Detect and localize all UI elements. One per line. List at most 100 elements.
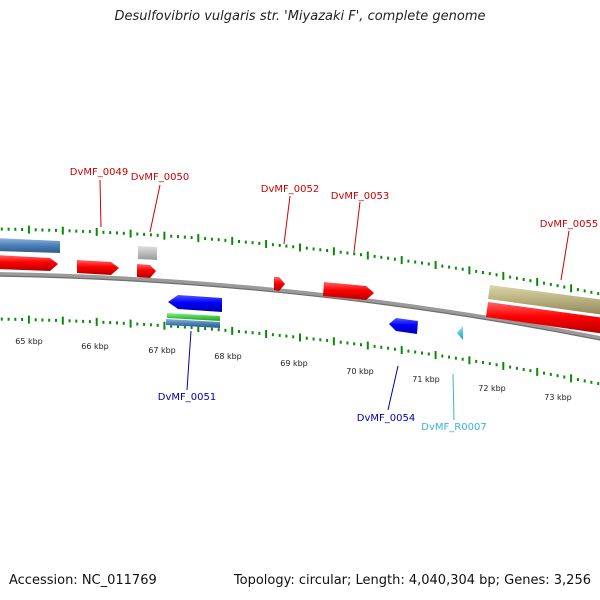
ruler-minor-tick	[360, 343, 362, 347]
ruler-minor-tick	[102, 320, 105, 324]
ruler-minor-tick	[380, 255, 383, 259]
ruler-minor-tick	[454, 356, 457, 360]
ruler-minor-tick	[136, 232, 139, 236]
ruler-minor-tick	[563, 375, 566, 379]
cds-dvmf-0054[interactable]	[389, 318, 418, 334]
label-dvmf-0054[interactable]: DvMF_0054	[357, 413, 415, 424]
ruler-major-tick	[95, 317, 98, 326]
label-dvmf-0053[interactable]: DvMF_0053	[331, 191, 389, 202]
ruler-minor-tick	[82, 319, 85, 323]
ruler-minor-tick	[543, 281, 545, 285]
ruler-minor-tick	[109, 231, 112, 235]
ruler-minor-tick	[482, 271, 484, 274]
ruler-minor-tick	[0, 317, 3, 321]
ruler-major-tick	[27, 315, 30, 324]
ruler-major-tick	[197, 234, 200, 243]
ruler-minor-tick	[522, 368, 525, 371]
leader-dvmf-0053	[353, 201, 361, 253]
ruler-major-tick	[332, 247, 335, 256]
ruler-major-tick	[332, 337, 335, 346]
ruler-minor-tick	[454, 266, 457, 270]
ruler-major-tick	[400, 346, 403, 355]
cds-dvmf-0050[interactable]	[137, 264, 156, 278]
ruler-minor-tick	[217, 238, 220, 242]
ruler-minor-tick	[576, 378, 579, 382]
ruler-minor-tick	[244, 330, 247, 334]
ruler-major-tick	[61, 316, 64, 325]
ruler-minor-tick	[149, 233, 152, 237]
ruler-minor-tick	[549, 282, 552, 286]
genome-title: Desulfovibrio vulgaris str. 'Miyazaki F'…	[114, 9, 486, 24]
ruler-minor-tick	[34, 318, 37, 322]
ruler-minor-tick	[258, 241, 261, 245]
ruler-minor-tick	[238, 240, 240, 243]
ruler-minor-tick	[346, 341, 349, 345]
ruler-minor-tick	[312, 247, 315, 251]
ruler-minor-tick	[353, 342, 356, 346]
ruler-major-tick	[434, 351, 437, 359]
ruler-minor-tick	[190, 326, 193, 330]
leader-dvmf-0050	[149, 184, 161, 233]
label-dvmf-0055[interactable]: DvMF_0055	[540, 219, 598, 230]
ruler-minor-tick	[393, 257, 396, 261]
ruler-major-tick	[61, 226, 64, 235]
ruler-minor-tick	[373, 254, 376, 258]
ruler-minor-tick	[495, 273, 498, 277]
label-dvmf-0051[interactable]: DvMF_0051	[158, 392, 216, 403]
ruler-minor-tick	[414, 350, 417, 354]
label-dvmf-0050[interactable]: DvMF_0050	[131, 172, 189, 183]
ruler-major-tick	[231, 326, 234, 335]
cds-dvmf-0049[interactable]	[77, 260, 119, 275]
ruler-minor-tick	[271, 243, 274, 247]
ruler-minor-tick	[373, 344, 376, 348]
ruler-minor-tick	[285, 334, 288, 338]
misc-green-dvmf-0051[interactable]	[167, 313, 220, 321]
ruler-minor-tick	[210, 327, 213, 331]
ruler-minor-tick	[258, 331, 261, 335]
ruler-minor-tick	[75, 319, 78, 323]
ruler-minor-tick	[305, 246, 308, 250]
genome-backbone	[0, 272, 600, 341]
ruler-minor-tick	[448, 265, 451, 269]
ruler-minor-tick	[224, 328, 227, 332]
ruler-minor-tick	[556, 284, 559, 288]
feature-misc-right[interactable]	[488, 285, 600, 315]
ruler-minor-tick	[292, 245, 295, 249]
label-dvmf-r0007[interactable]: DvMF_R0007	[421, 422, 486, 433]
misc-steel-dvmf-0051[interactable]	[166, 319, 220, 328]
tick-label: 73 kbp	[544, 393, 572, 402]
ruler-minor-tick	[68, 229, 71, 233]
ruler-minor-tick	[177, 325, 179, 329]
cds-dvmf-0053[interactable]	[323, 282, 374, 300]
ruler-minor-tick	[427, 262, 430, 266]
ruler-minor-tick	[448, 355, 451, 359]
label-dvmf-0052[interactable]: DvMF_0052	[261, 184, 319, 195]
ruler-major-tick	[536, 367, 539, 376]
pseudo-dvmf-0050[interactable]	[138, 246, 157, 260]
ruler-minor-tick	[495, 363, 498, 367]
trna-dvmf-r0007[interactable]	[457, 326, 463, 340]
ruler-major-tick	[570, 284, 573, 293]
cds-left-edge[interactable]	[0, 255, 58, 271]
tick-label: 67 kbp	[148, 346, 176, 355]
cds-dvmf-0052[interactable]	[274, 277, 285, 291]
cds-dvmf-0055[interactable]	[486, 302, 600, 334]
ruler-minor-tick	[515, 366, 518, 370]
ruler-minor-tick	[353, 252, 356, 256]
ruler-major-tick	[468, 356, 471, 365]
ruler-minor-tick	[441, 264, 444, 268]
ruler-minor-tick	[488, 272, 491, 276]
ruler-minor-tick	[21, 228, 24, 231]
accession-text: Accession: NC_011769	[9, 573, 157, 588]
ruler-minor-tick	[387, 346, 390, 350]
ruler-major-tick	[299, 243, 301, 252]
ruler-minor-tick	[143, 322, 146, 326]
ruler-minor-tick	[319, 248, 322, 252]
ruler-minor-tick	[326, 339, 329, 342]
cds-dvmf-0051[interactable]	[168, 295, 222, 312]
label-dvmf-0049[interactable]: DvMF_0049	[70, 167, 128, 178]
feature-misc-left[interactable]	[0, 238, 60, 253]
ruler-major-tick	[163, 321, 166, 330]
ruler-inner	[0, 315, 600, 386]
